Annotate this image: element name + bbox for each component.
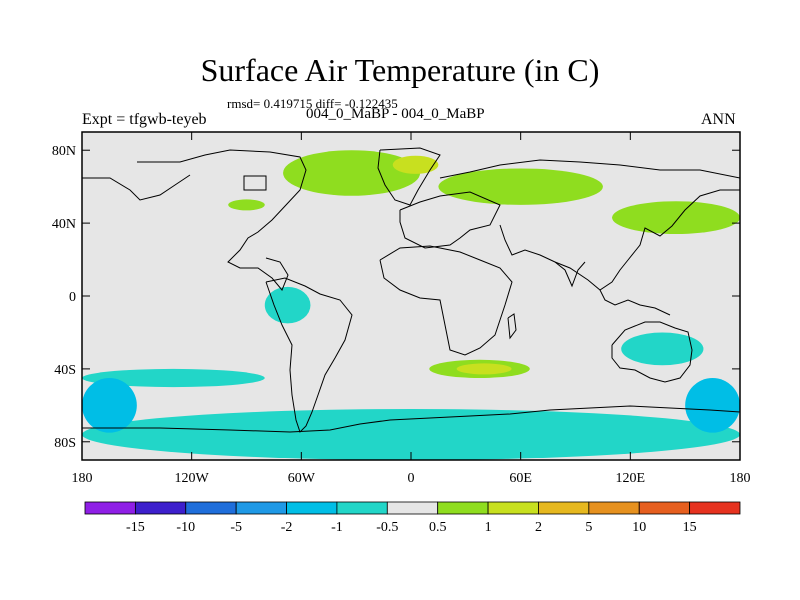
coastlines — [82, 147, 740, 433]
anomaly-region-6 — [456, 363, 512, 375]
coastline-north-america — [137, 149, 307, 291]
coastline-southeast-asia — [599, 289, 671, 316]
season-label: ANN — [701, 111, 736, 128]
colorbar-swatch — [286, 501, 338, 515]
colorbar-label: 1 — [485, 520, 492, 535]
lon-tick-label: 60E — [509, 471, 532, 486]
anomaly-region-12 — [685, 378, 740, 433]
colorbar-label: -10 — [176, 520, 195, 535]
coastline-europe — [399, 191, 501, 249]
colorbar-swatch — [588, 501, 640, 515]
anomaly-region-2 — [438, 168, 603, 205]
anomaly-layer — [82, 150, 740, 460]
colorbar-swatch — [386, 501, 439, 515]
anomaly-region-7 — [264, 286, 311, 324]
map-title: Surface Air Temperature (in C) — [200, 52, 600, 88]
colorbar-label: 2 — [535, 520, 542, 535]
map-background — [82, 132, 740, 460]
coastline-madagascar — [507, 313, 517, 340]
anomaly-region-0 — [283, 150, 421, 196]
lon-tick-label: 120W — [175, 471, 210, 486]
anomaly-region-10 — [621, 332, 704, 366]
stats-label: rmsd= 0.419715 diff= -0.122435 — [227, 96, 398, 111]
colorbar-label: 15 — [683, 520, 697, 535]
experiment-label: Expt = tfgwb-teyeb — [82, 111, 207, 128]
colorbar-label: -15 — [126, 520, 145, 535]
lat-tick-label: 40S — [54, 363, 76, 378]
lat-tick-label: 80S — [54, 436, 76, 451]
lat-tick-label: 40N — [52, 217, 76, 232]
lon-tick-label: 120E — [616, 471, 646, 486]
colorbar-label: -5 — [230, 520, 242, 535]
comparison-label: 004_0_MaBP - 004_0_MaBP — [306, 106, 485, 122]
colorbar-swatch — [336, 501, 388, 515]
coastline-south-america — [265, 277, 353, 433]
lon-tick-label: 180 — [730, 471, 751, 486]
coastline-india — [554, 261, 586, 288]
coastline-asia — [439, 159, 740, 291]
colorbar-swatch — [689, 501, 741, 515]
colorbar-label: -2 — [281, 520, 293, 535]
coastline-australia — [611, 321, 693, 383]
anomaly-region-3 — [612, 201, 740, 235]
colorbar-label: -1 — [331, 520, 343, 535]
coastline-antarctica — [82, 405, 740, 433]
lat-tick-label: 0 — [69, 290, 76, 305]
colorbar-label: -0.5 — [376, 520, 398, 535]
anomaly-region-11 — [82, 378, 137, 433]
colorbar-label: 10 — [632, 520, 646, 535]
colorbar-swatch — [185, 501, 237, 515]
lon-tick-label: 60W — [288, 471, 316, 486]
colorbar-label: 0.5 — [429, 520, 447, 535]
colorbar-swatch — [134, 501, 187, 515]
colorbar-swatch — [235, 501, 287, 515]
anomaly-region-1 — [392, 155, 439, 174]
coastline-africa — [379, 245, 513, 356]
colorbar: -15 -10 -5 -2 -1 -0.5 0.5 1 2 5 10 15 — [84, 501, 741, 535]
lat-tick-label: 80N — [52, 144, 76, 159]
anomaly-region-8 — [82, 368, 265, 388]
colorbar-swatch — [638, 501, 691, 515]
coastline-hudson-bay — [243, 175, 267, 191]
coastline-greenland — [377, 147, 441, 206]
anomaly-region-9 — [82, 408, 740, 460]
coastline-alaska — [82, 174, 191, 201]
colorbar-swatch — [538, 501, 590, 515]
colorbar-label: 5 — [585, 520, 592, 535]
lon-tick-label: 180 — [72, 471, 93, 486]
lon-tick-label: 0 — [408, 471, 415, 486]
colorbar-swatch — [437, 501, 489, 515]
colorbar-swatch — [84, 501, 136, 515]
lon-axis: 180 120W 60W 0 60E 120E 180 — [72, 132, 751, 486]
lat-axis: 80N 40N 0 40S 80S — [52, 144, 740, 451]
anomaly-region-4 — [228, 199, 265, 211]
colorbar-swatch — [487, 501, 539, 515]
